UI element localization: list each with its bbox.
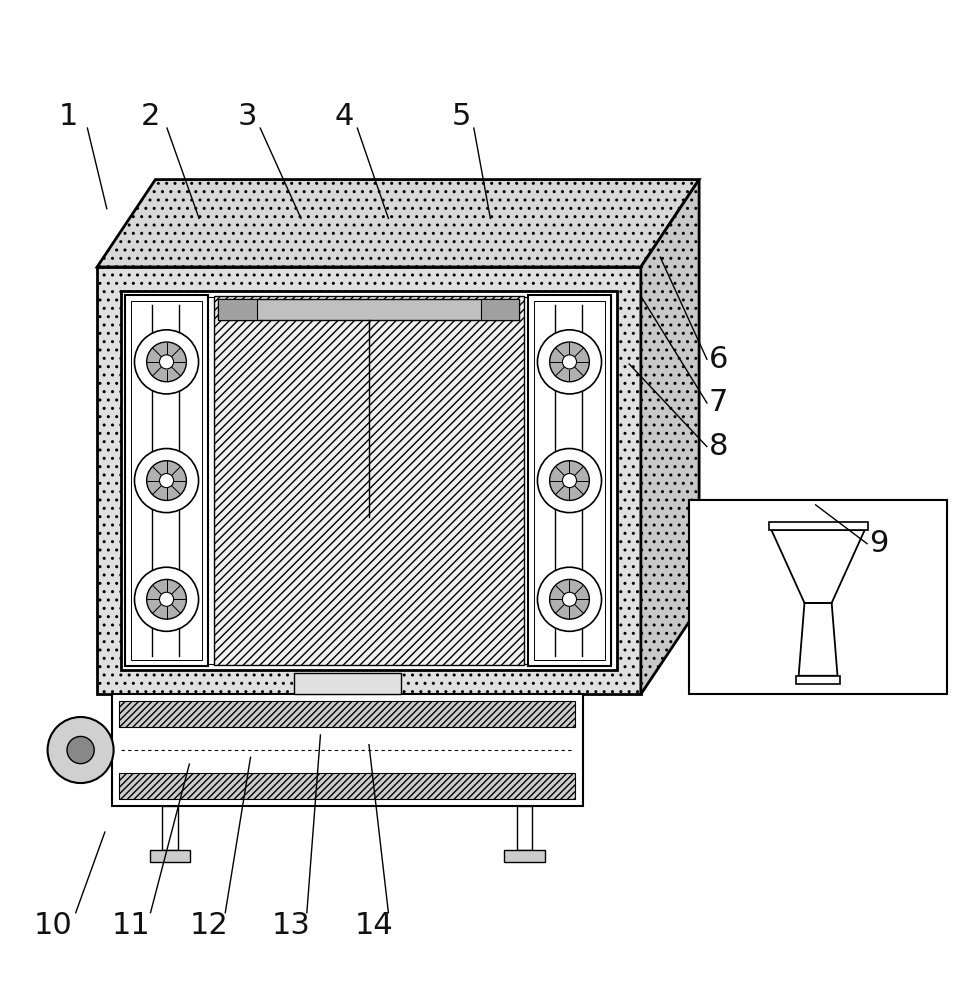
Polygon shape (641, 180, 699, 694)
Bar (121, 291, 617, 670)
Bar (150, 850, 190, 862)
Text: 7: 7 (709, 388, 728, 417)
Polygon shape (97, 180, 699, 267)
Bar (481, 299, 519, 320)
Circle shape (538, 567, 602, 631)
Text: 14: 14 (354, 911, 393, 940)
Bar (689, 500, 947, 517)
Bar (162, 806, 178, 850)
Circle shape (147, 579, 186, 619)
Circle shape (134, 567, 199, 631)
Bar (504, 850, 545, 862)
Text: 4: 4 (335, 102, 354, 131)
Circle shape (538, 330, 602, 394)
Circle shape (134, 449, 199, 513)
Text: 3: 3 (238, 102, 257, 131)
Circle shape (134, 330, 199, 394)
Text: 8: 8 (709, 432, 728, 461)
Bar (528, 295, 611, 666)
Circle shape (147, 461, 186, 500)
Bar (534, 301, 605, 660)
Circle shape (159, 355, 174, 369)
Text: 11: 11 (112, 911, 151, 940)
Bar (125, 295, 208, 666)
Circle shape (538, 449, 602, 513)
Bar (119, 773, 575, 799)
Text: 1: 1 (58, 102, 78, 131)
Bar (218, 299, 519, 320)
Circle shape (159, 474, 174, 488)
Bar (293, 673, 401, 694)
Bar (689, 500, 947, 694)
Text: 10: 10 (34, 911, 73, 940)
Bar (131, 301, 202, 660)
Text: 12: 12 (189, 911, 228, 940)
Bar (112, 694, 583, 806)
Bar (127, 297, 611, 664)
Circle shape (48, 717, 114, 783)
Circle shape (147, 342, 186, 382)
Text: 13: 13 (272, 911, 311, 940)
Bar (214, 296, 524, 665)
Circle shape (550, 461, 589, 500)
Bar (796, 676, 841, 684)
Text: 6: 6 (709, 345, 728, 374)
Circle shape (67, 736, 94, 764)
Bar (517, 806, 532, 850)
Bar (218, 299, 257, 320)
Circle shape (159, 592, 174, 606)
Text: 9: 9 (869, 529, 888, 558)
Circle shape (562, 474, 577, 488)
Text: 5: 5 (452, 102, 471, 131)
Circle shape (550, 342, 589, 382)
Circle shape (550, 579, 589, 619)
Circle shape (562, 592, 577, 606)
Circle shape (562, 355, 577, 369)
Bar (769, 522, 868, 530)
Text: 2: 2 (141, 102, 160, 131)
Bar (97, 267, 641, 694)
Bar (119, 701, 575, 727)
